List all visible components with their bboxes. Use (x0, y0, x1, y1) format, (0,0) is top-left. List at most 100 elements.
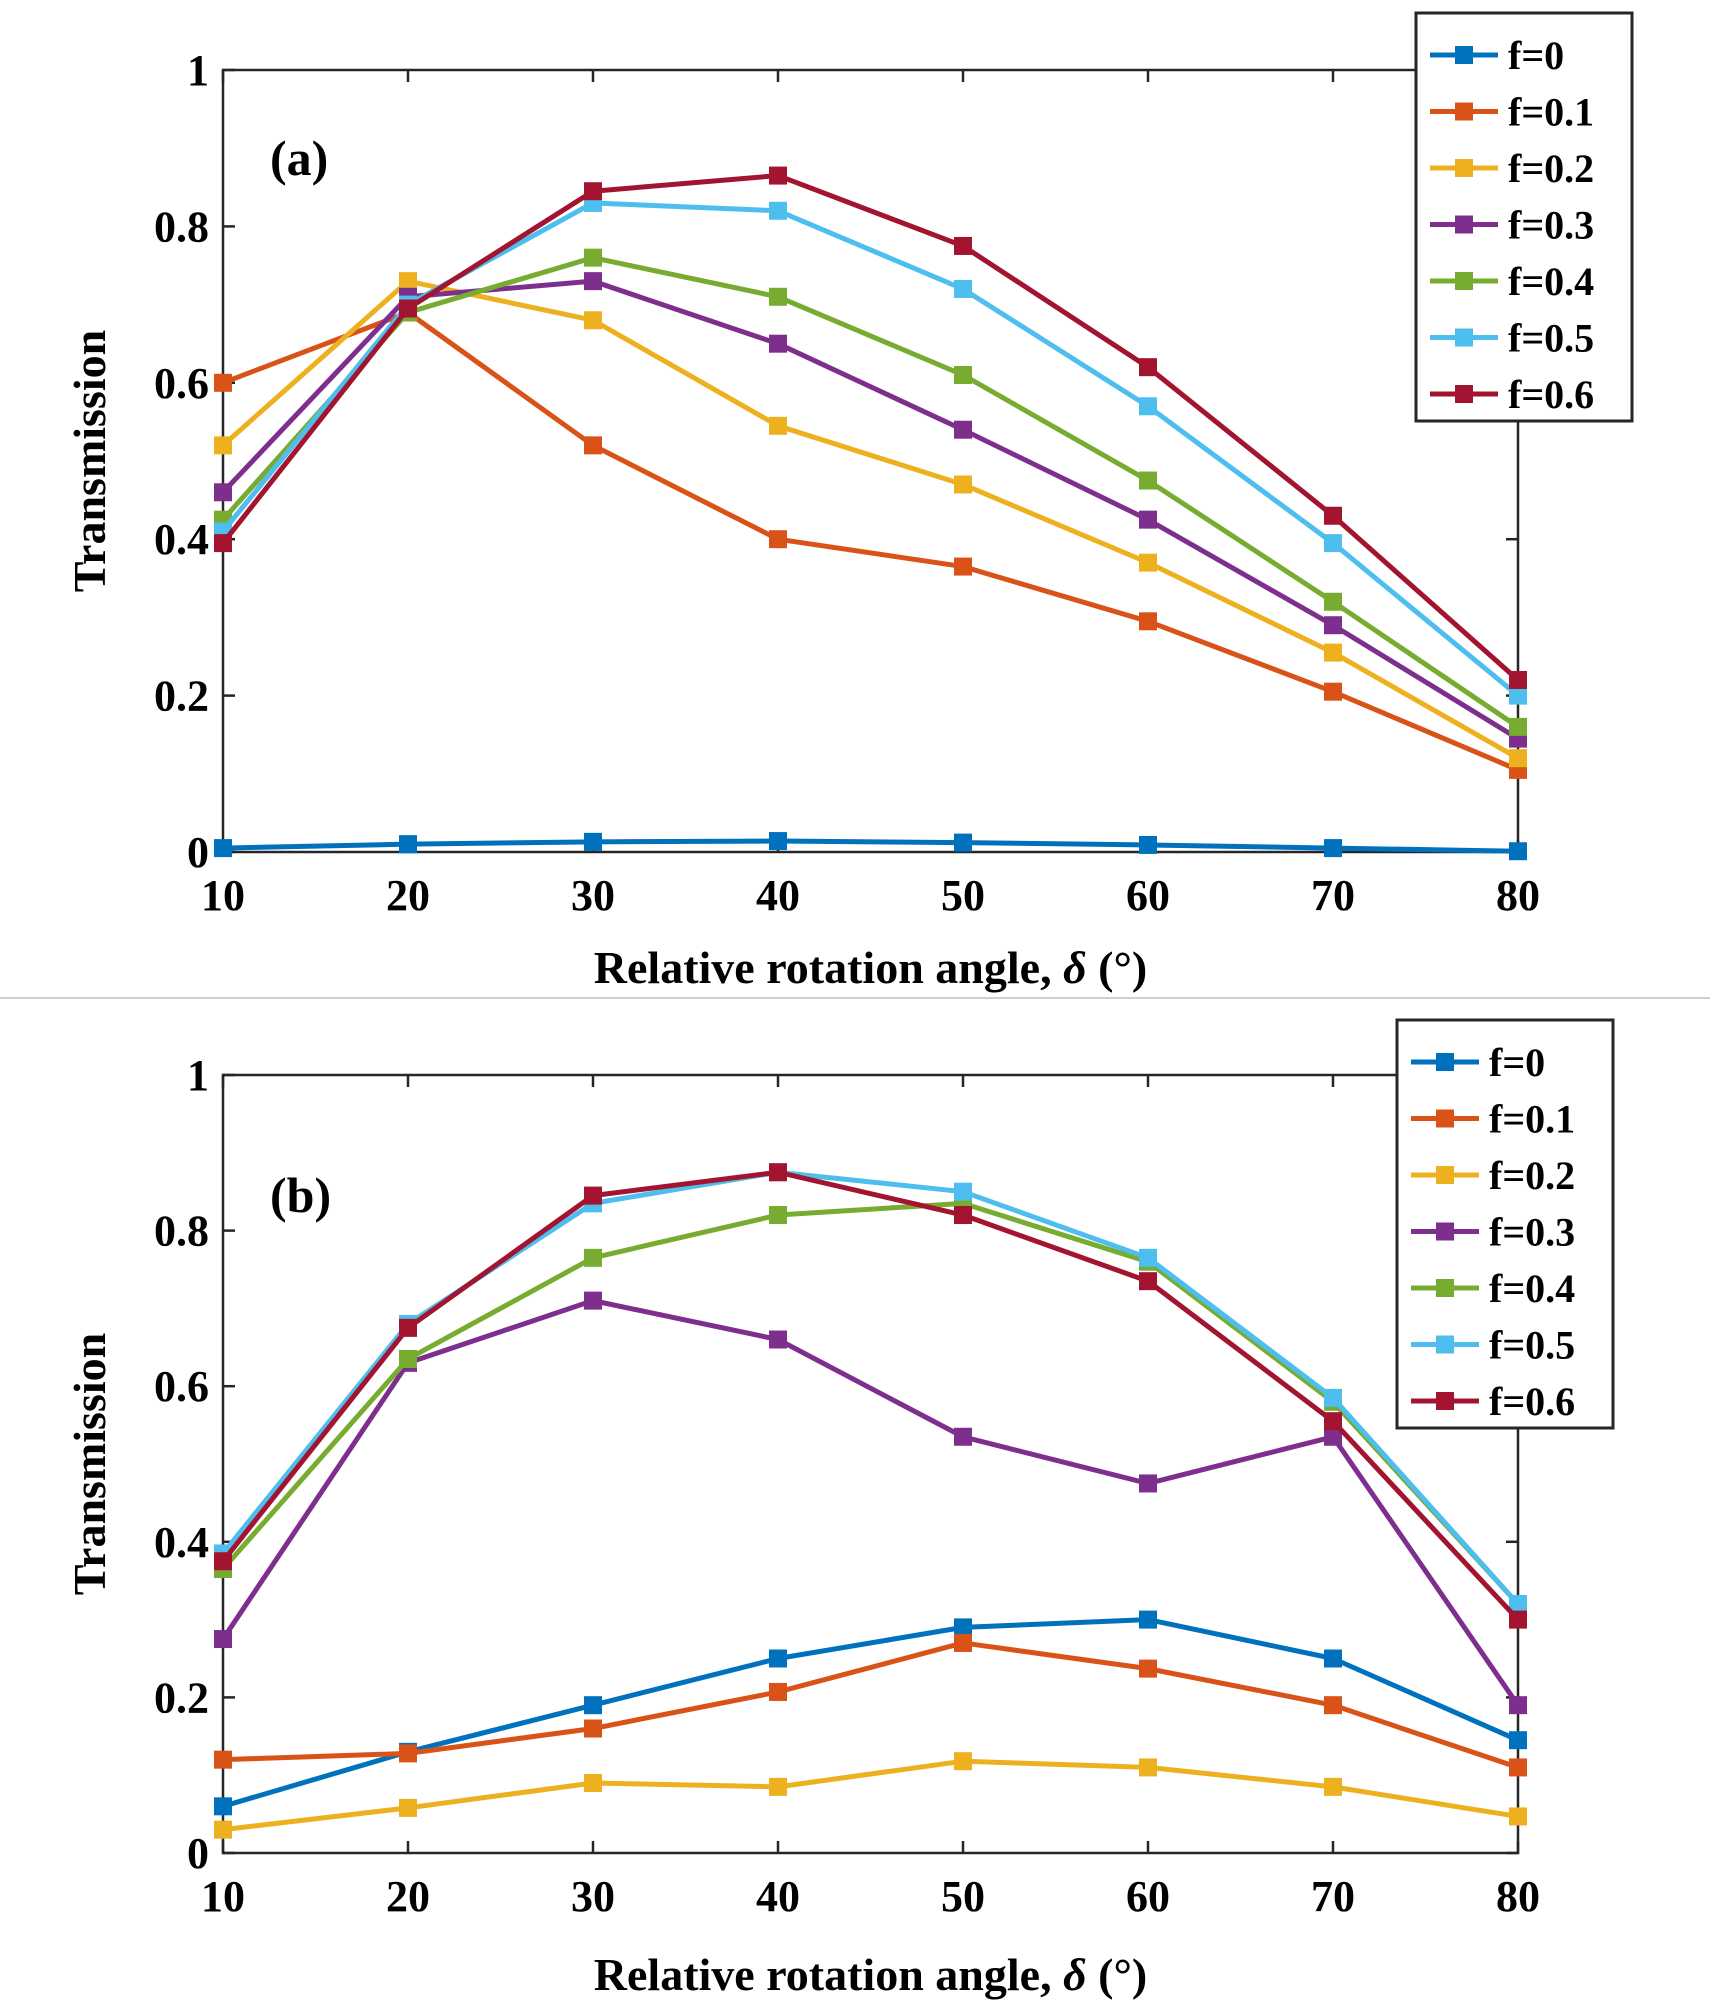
plot-area (221, 68, 1520, 854)
data-point (954, 1752, 972, 1771)
data-point (399, 1744, 417, 1763)
data-point (584, 436, 602, 455)
legend-label: f=0.3 (1508, 203, 1594, 248)
data-point (399, 1318, 417, 1337)
data-point (1509, 1610, 1527, 1629)
data-point (584, 248, 602, 267)
x-axis-label-unit: (°) (1087, 1949, 1148, 2000)
y-tick-label: 0.8 (154, 202, 209, 251)
data-point (1324, 1427, 1342, 1446)
x-tick-label: 60 (1126, 1872, 1170, 1921)
data-point (584, 832, 602, 851)
legend-marker (1455, 215, 1473, 234)
series-line (221, 278, 1520, 741)
series-f=0 (214, 1610, 1527, 1816)
data-point (399, 835, 417, 854)
x-tick-label: 40 (756, 871, 800, 920)
legend-marker (1455, 159, 1473, 177)
series-line (221, 173, 1520, 682)
data-point (769, 832, 787, 851)
data-point (214, 1552, 232, 1571)
data-point (954, 279, 972, 298)
legend-label: f=0.6 (1489, 1379, 1575, 1424)
legend-item: f=0 (1430, 33, 1564, 78)
data-point (214, 839, 232, 858)
data-point (214, 1797, 232, 1816)
series-line (222, 838, 1519, 854)
data-point (954, 420, 972, 439)
legend-label: f=0.6 (1508, 372, 1594, 417)
x-tick-label: 80 (1496, 871, 1540, 920)
x-tick-label: 30 (571, 1872, 615, 1921)
data-point (399, 1798, 417, 1817)
y-tick-label: 0.4 (154, 515, 209, 564)
y-tick-label: 0 (187, 1829, 209, 1878)
data-point (584, 1248, 602, 1267)
x-tick-label: 10 (201, 1872, 245, 1921)
legend-item: f=0.1 (1430, 90, 1594, 135)
data-point (769, 1682, 787, 1701)
data-point (769, 334, 787, 353)
y-tick-label: 1 (187, 46, 209, 95)
chart-panel-b: 10 20 30 40 50 60 70 80 0 0.2 0.4 0.6 0.8 1 Relative r… (64, 1018, 1615, 2000)
data-point (1139, 1758, 1157, 1777)
y-tick-label: 1 (187, 1051, 209, 1100)
data-point (584, 1291, 602, 1310)
legend-label: f=0.2 (1508, 146, 1594, 191)
legend-marker (1436, 1279, 1454, 1297)
data-point (1139, 1272, 1157, 1291)
y-tick-label: 0.6 (154, 359, 209, 408)
data-point (1324, 1412, 1342, 1431)
data-point (584, 182, 602, 201)
data-point (1509, 1731, 1527, 1750)
series-line (221, 255, 1520, 729)
data-point (769, 1777, 787, 1796)
legend-item: f=0.2 (1411, 1153, 1575, 1198)
data-point (1324, 643, 1342, 662)
data-point (584, 1773, 602, 1792)
data-point (1139, 510, 1157, 529)
data-point (1324, 616, 1342, 635)
data-point (1324, 506, 1342, 525)
data-point (1139, 1248, 1157, 1267)
x-axis-label: Relative rotation angle, δ (°) (594, 942, 1147, 993)
data-point (954, 1206, 972, 1225)
data-point (584, 311, 602, 330)
data-point (954, 365, 972, 384)
x-axis-label-unit: (°) (1087, 942, 1148, 993)
x-axis-label-symbol: δ (1063, 1949, 1087, 2000)
series-f=0.3 (214, 1291, 1527, 1715)
data-point (399, 1349, 417, 1368)
data-point (954, 833, 972, 852)
legend-marker (1455, 272, 1473, 290)
x-tick-label: 50 (941, 871, 985, 920)
data-point (954, 475, 972, 494)
panel-label: (a) (270, 130, 328, 186)
x-tick-label: 20 (386, 871, 430, 920)
legend-label: f=0.5 (1508, 316, 1594, 361)
legend-marker (1455, 328, 1473, 347)
data-point (214, 534, 232, 553)
y-tick-label: 0.2 (154, 1673, 209, 1722)
data-point (1139, 358, 1157, 377)
legend-marker (1436, 1392, 1454, 1410)
data-point (584, 1719, 602, 1738)
legend-marker (1436, 1335, 1454, 1354)
legend-item: f=0.2 (1430, 146, 1594, 191)
x-tick-label: 30 (571, 871, 615, 920)
panel-label: (b) (270, 1167, 331, 1223)
data-point (1509, 1807, 1527, 1826)
data-point (1139, 835, 1157, 854)
legend-marker (1436, 1166, 1454, 1184)
legend-item: f=0 (1411, 1040, 1545, 1085)
x-axis-label-symbol: δ (1063, 942, 1087, 993)
x-tick-label: 70 (1311, 871, 1355, 920)
series-f=0.1 (214, 1633, 1527, 1777)
data-point (1509, 670, 1527, 689)
data-point (214, 436, 232, 455)
data-point (214, 373, 232, 392)
legend-item: f=0.4 (1430, 259, 1594, 304)
data-point (1509, 1595, 1527, 1614)
data-point (954, 1618, 972, 1637)
data-point (1324, 592, 1342, 611)
